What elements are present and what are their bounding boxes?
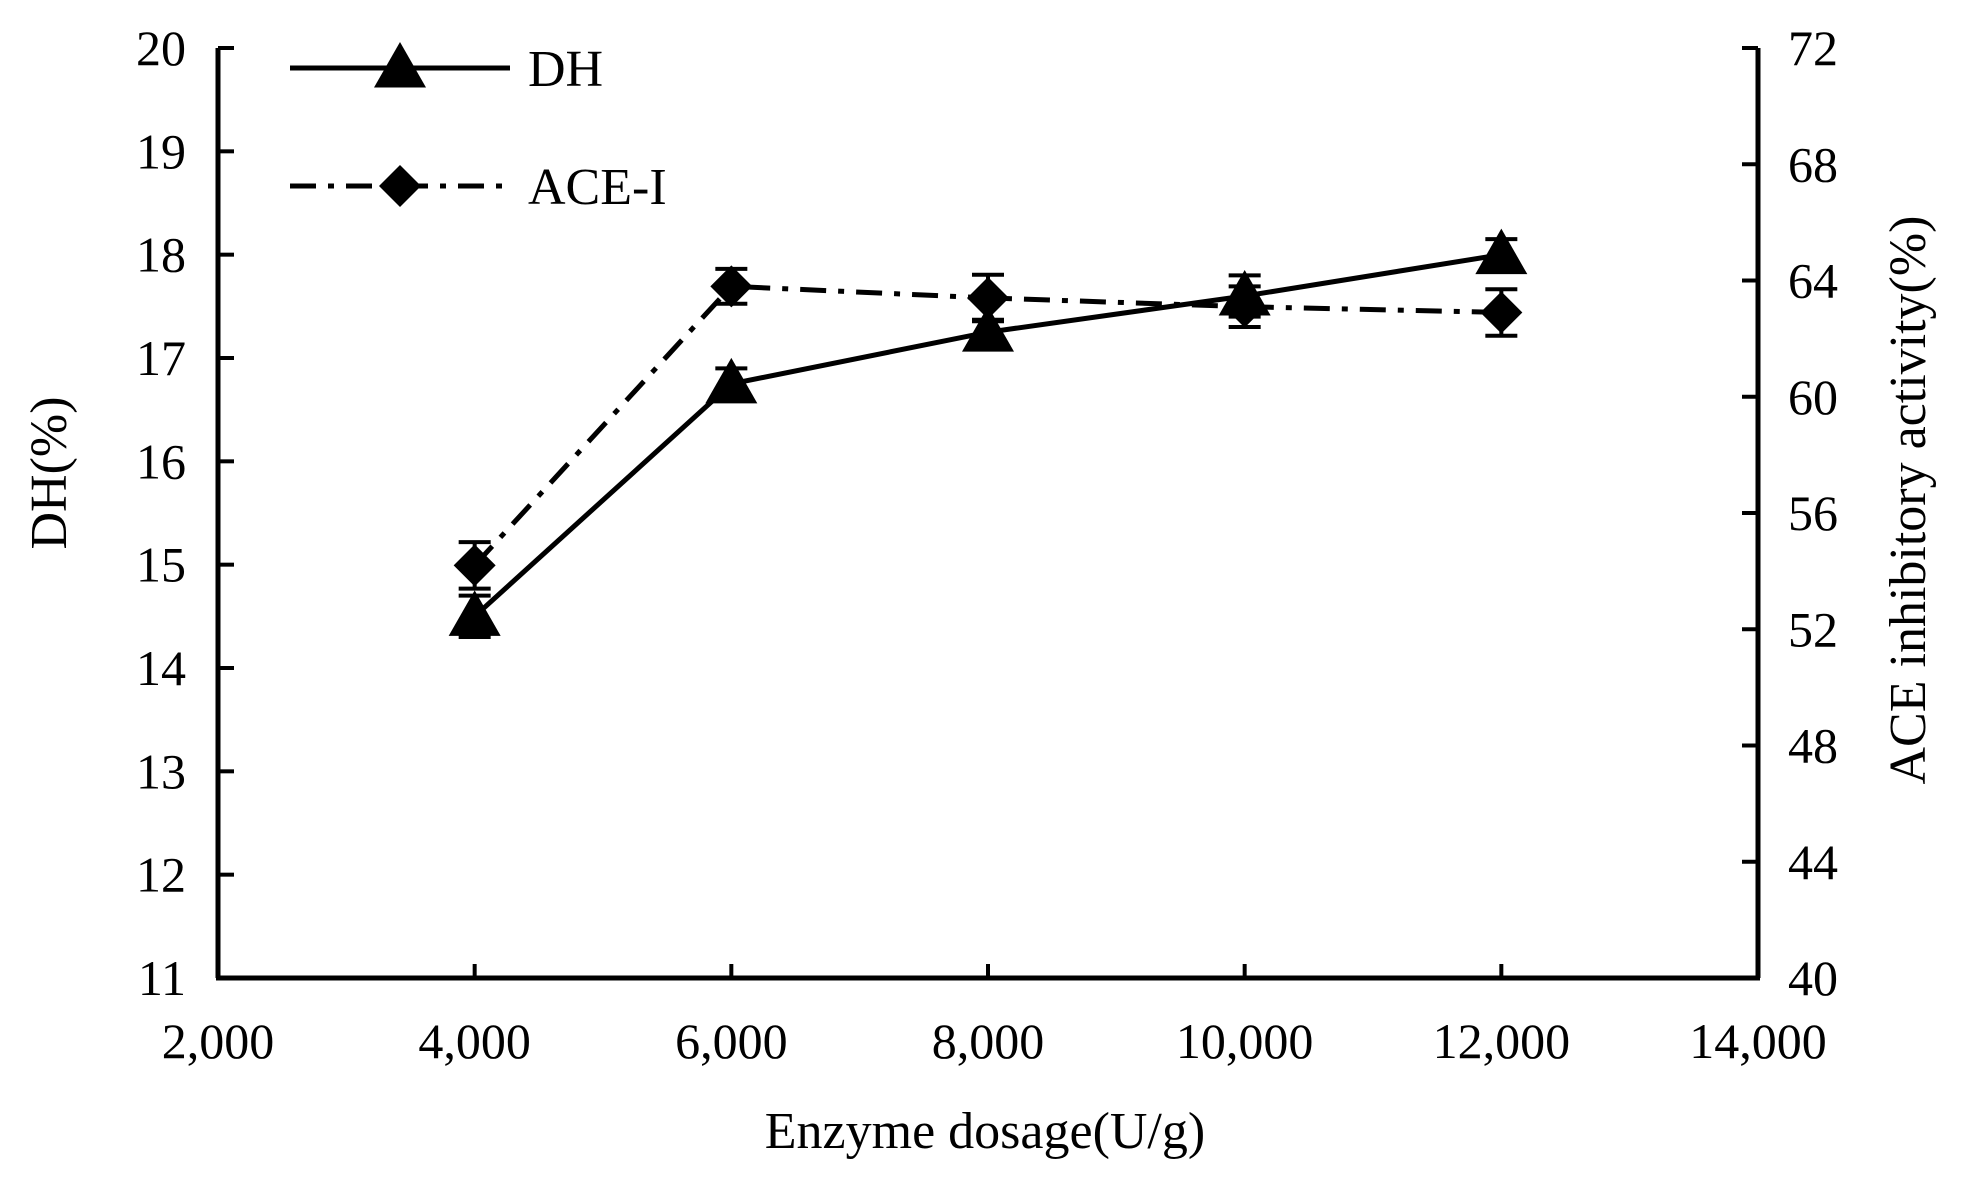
right-y-axis-title: ACE inhibitory activity(%) [1880,215,1937,784]
legend-label-dh: DH [528,41,603,98]
legend-marker-dh [374,42,426,88]
right-y-tick-label: 60 [1788,369,1838,425]
right-y-tick-label: 64 [1788,253,1838,309]
left-y-axis-title: DH(%) [21,396,78,549]
right-y-tick-label: 44 [1788,834,1838,890]
x-tick-label: 12,000 [1433,1013,1571,1069]
series-layer [448,228,1528,639]
x-tick-label: 6,000 [675,1013,788,1069]
data-point-dh [448,590,501,636]
x-tick-label: 10,000 [1176,1013,1314,1069]
right-y-tick-label: 40 [1788,950,1838,1006]
data-point-ace-i [1480,291,1523,334]
left-y-tick-label: 14 [136,640,186,696]
left-y-tick-label: 12 [136,847,186,903]
data-point-ace-i [710,265,753,308]
x-axis-title: Enzyme dosage(U/g) [765,1103,1205,1160]
legend: DH ACE-I [290,41,667,216]
data-point-ace-i [453,544,496,587]
right-y-tick-label: 52 [1788,601,1838,657]
right-y-tick-label: 68 [1788,136,1838,192]
left-y-tick-label: 20 [136,20,186,76]
x-tick-label: 14,000 [1689,1013,1827,1069]
left-y-tick-label: 16 [136,433,186,489]
data-point-dh [962,306,1014,352]
data-point-ace-i [1223,285,1266,328]
data-point-dh [1475,228,1528,275]
left-y-tick-label: 15 [136,537,186,593]
x-tick-label: 8,000 [932,1013,1045,1069]
right-y-axis-ticks: 40 44 48 52 56 60 64 68 72 [1742,20,1838,1006]
left-y-tick-label: 18 [136,227,186,283]
x-axis-ticks: 2,000 4,000 6,000 8,000 10,000 12,000 14,000 [162,964,1827,1069]
x-tick-label: 4,000 [418,1013,531,1069]
right-y-tick-label: 72 [1788,20,1838,76]
series-ace-i [453,265,1523,591]
right-y-tick-label: 48 [1788,718,1838,774]
x-tick-label: 2,000 [162,1013,275,1069]
right-y-tick-label: 56 [1788,485,1838,541]
legend-label-ace-i: ACE-I [528,159,667,216]
left-y-tick-label: 19 [136,123,186,179]
left-y-tick-label: 17 [136,330,186,386]
legend-marker-ace-i [379,165,421,207]
data-point-dh [705,357,758,404]
left-y-tick-label: 11 [138,950,186,1006]
data-point-ace-i [967,276,1009,319]
left-y-tick-label: 13 [136,743,186,799]
axes [215,48,1761,981]
left-y-axis-ticks: 11 12 13 14 15 16 17 18 19 20 [136,20,234,1006]
